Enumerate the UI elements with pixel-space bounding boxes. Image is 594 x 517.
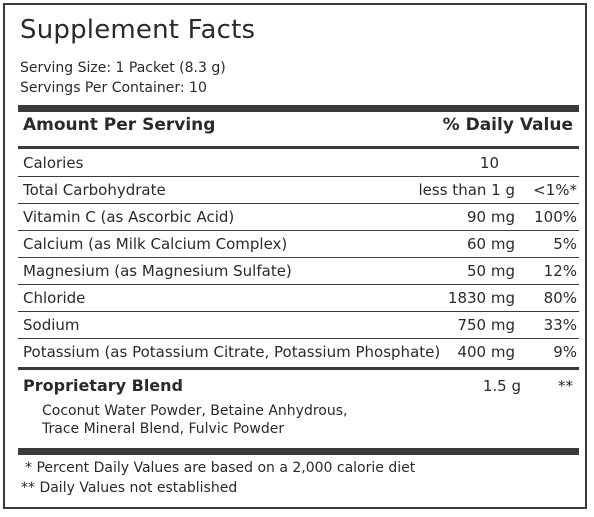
nutrient-amount: 10 <box>479 154 499 172</box>
nutrient-amount: less than 1 g <box>418 181 515 199</box>
nutrient-name: Magnesium (as Magnesium Sulfate) <box>23 262 292 280</box>
servings-per-container: Servings Per Container: 10 <box>20 80 207 96</box>
proprietary-blend-amount: 1.5 g <box>482 377 521 395</box>
row-divider <box>18 203 579 204</box>
nutrient-row-magnesium: Magnesium (as Magnesium Sulfate) 50 mg 1… <box>18 258 579 284</box>
top-thick-rule <box>18 105 579 112</box>
daily-value-header: % Daily Value <box>442 115 573 135</box>
row-divider <box>18 257 579 258</box>
bottom-thick-rule <box>18 448 579 455</box>
row-divider <box>18 230 579 231</box>
panel-title: Supplement Facts <box>20 15 256 45</box>
nutrient-daily-value: 5% <box>553 235 577 253</box>
nutrient-amount: 60 mg <box>467 235 515 253</box>
nutrient-name: Calcium (as Milk Calcium Complex) <box>23 235 288 253</box>
header-rule <box>18 146 579 149</box>
nutrient-daily-value: 33% <box>543 316 577 334</box>
amount-per-serving-header: Amount Per Serving <box>23 115 216 135</box>
footnote-not-established: ** Daily Values not established <box>21 480 238 496</box>
row-divider <box>18 176 579 177</box>
nutrient-amount: 400 mg <box>457 343 515 361</box>
nutrient-row-chloride: Chloride 1830 mg 80% <box>18 285 579 311</box>
proprietary-blend-daily-value: ** <box>558 377 573 395</box>
nutrient-amount: 1830 mg <box>447 289 515 307</box>
nutrient-name: Potassium (as Potassium Citrate, Potassi… <box>23 343 441 361</box>
nutrient-amount: 90 mg <box>467 208 515 226</box>
blend-rule <box>18 367 579 370</box>
nutrient-daily-value: <1%* <box>533 181 577 199</box>
nutrient-daily-value: 100% <box>534 208 577 226</box>
nutrient-daily-value: 12% <box>543 262 577 280</box>
nutrient-amount: 750 mg <box>457 316 515 334</box>
serving-size: Serving Size: 1 Packet (8.3 g) <box>20 60 226 76</box>
nutrient-daily-value: 9% <box>553 343 577 361</box>
nutrient-name: Chloride <box>23 289 86 307</box>
nutrient-name: Sodium <box>23 316 80 334</box>
blend-ingredients-line2: Trace Mineral Blend, Fulvic Powder <box>42 421 285 437</box>
row-divider <box>18 338 579 339</box>
row-divider <box>18 284 579 285</box>
blend-ingredients-line1: Coconut Water Powder, Betaine Anhydrous, <box>42 403 348 419</box>
nutrient-daily-value: 80% <box>543 289 577 307</box>
supplement-facts-panel: Supplement Facts Serving Size: 1 Packet … <box>3 3 587 509</box>
row-divider <box>18 311 579 312</box>
nutrient-amount: 50 mg <box>467 262 515 280</box>
nutrient-row-vitamin-c: Vitamin C (as Ascorbic Acid) 90 mg 100% <box>18 204 579 230</box>
nutrient-name: Vitamin C (as Ascorbic Acid) <box>23 208 235 226</box>
proprietary-blend-title: Proprietary Blend <box>23 376 183 395</box>
nutrient-row-total-carbohydrate: Total Carbohydrate less than 1 g <1%* <box>18 177 579 203</box>
footnote-daily-values: * Percent Daily Values are based on a 2,… <box>25 460 416 476</box>
nutrient-name: Total Carbohydrate <box>23 181 166 199</box>
nutrient-row-calories: Calories 10 <box>18 150 579 176</box>
nutrient-row-potassium: Potassium (as Potassium Citrate, Potassi… <box>18 339 579 365</box>
nutrient-row-calcium: Calcium (as Milk Calcium Complex) 60 mg … <box>18 231 579 257</box>
nutrient-name: Calories <box>23 154 84 172</box>
nutrient-row-sodium: Sodium 750 mg 33% <box>18 312 579 338</box>
